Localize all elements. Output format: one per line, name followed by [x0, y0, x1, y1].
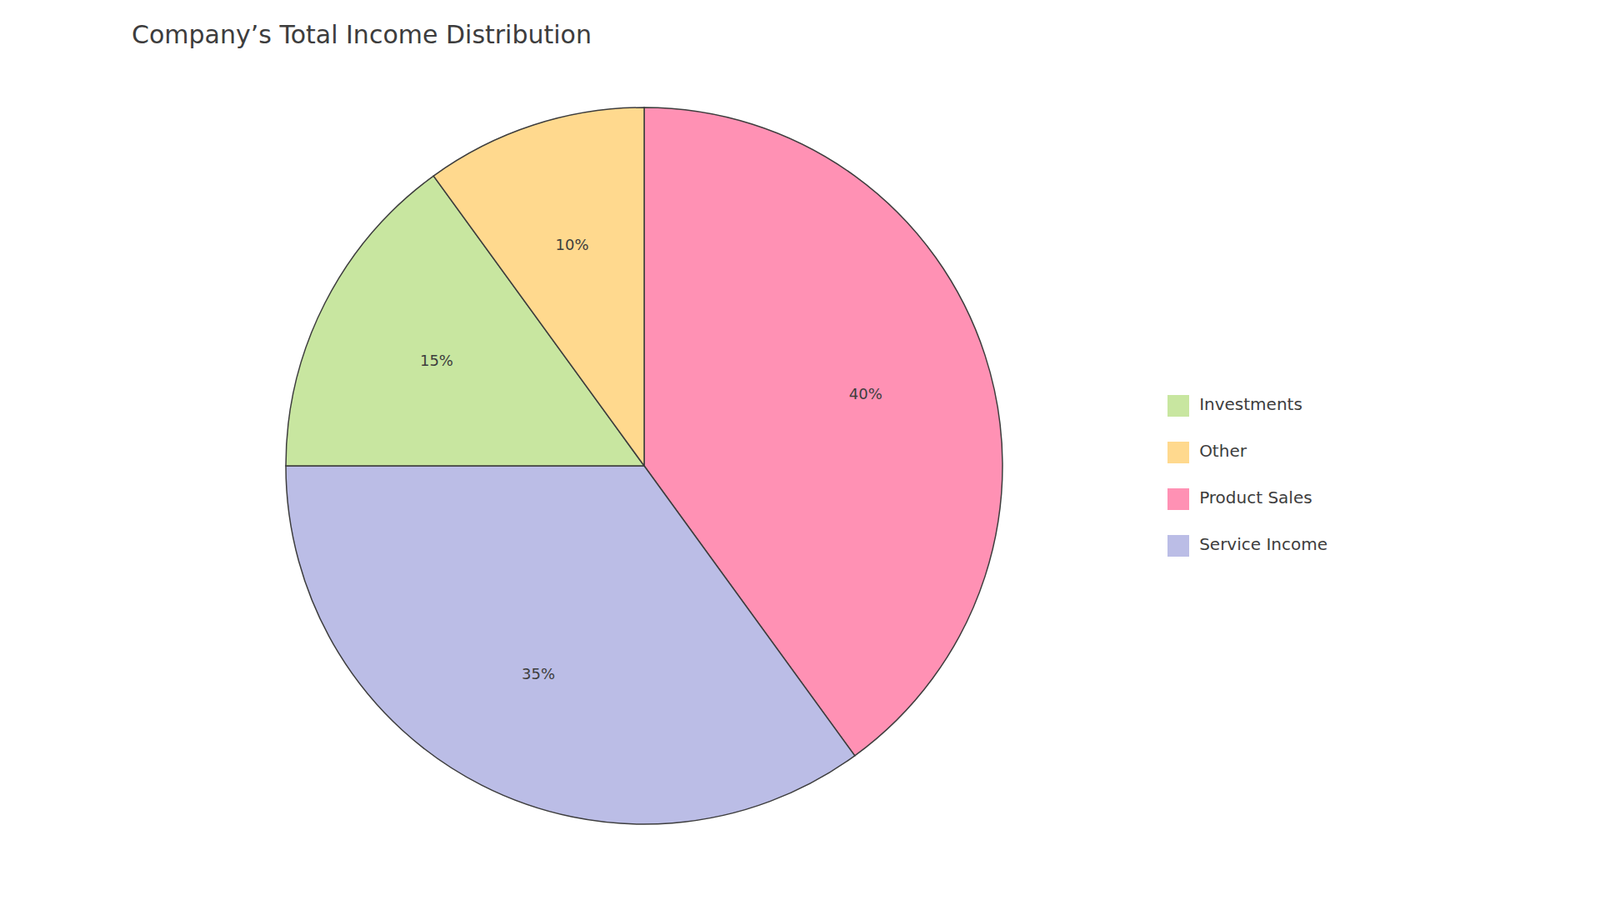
html-text:Product Sales: Product Sales	[1199, 487, 1313, 508]
svg-text:40%: 40%	[849, 385, 883, 403]
html-text:Service Income: Service Income	[1199, 534, 1328, 555]
svg-text:35%: 35%	[521, 665, 555, 683]
html-text:Company’s Total Income Distrib: Company’s Total Income Distribution	[131, 20, 592, 50]
html-text:Other: Other	[1199, 440, 1247, 461]
html-text:Investments: Investments	[1199, 394, 1303, 415]
svg-text:15%: 15%	[420, 351, 454, 370]
svg-text:10%: 10%	[555, 235, 590, 254]
